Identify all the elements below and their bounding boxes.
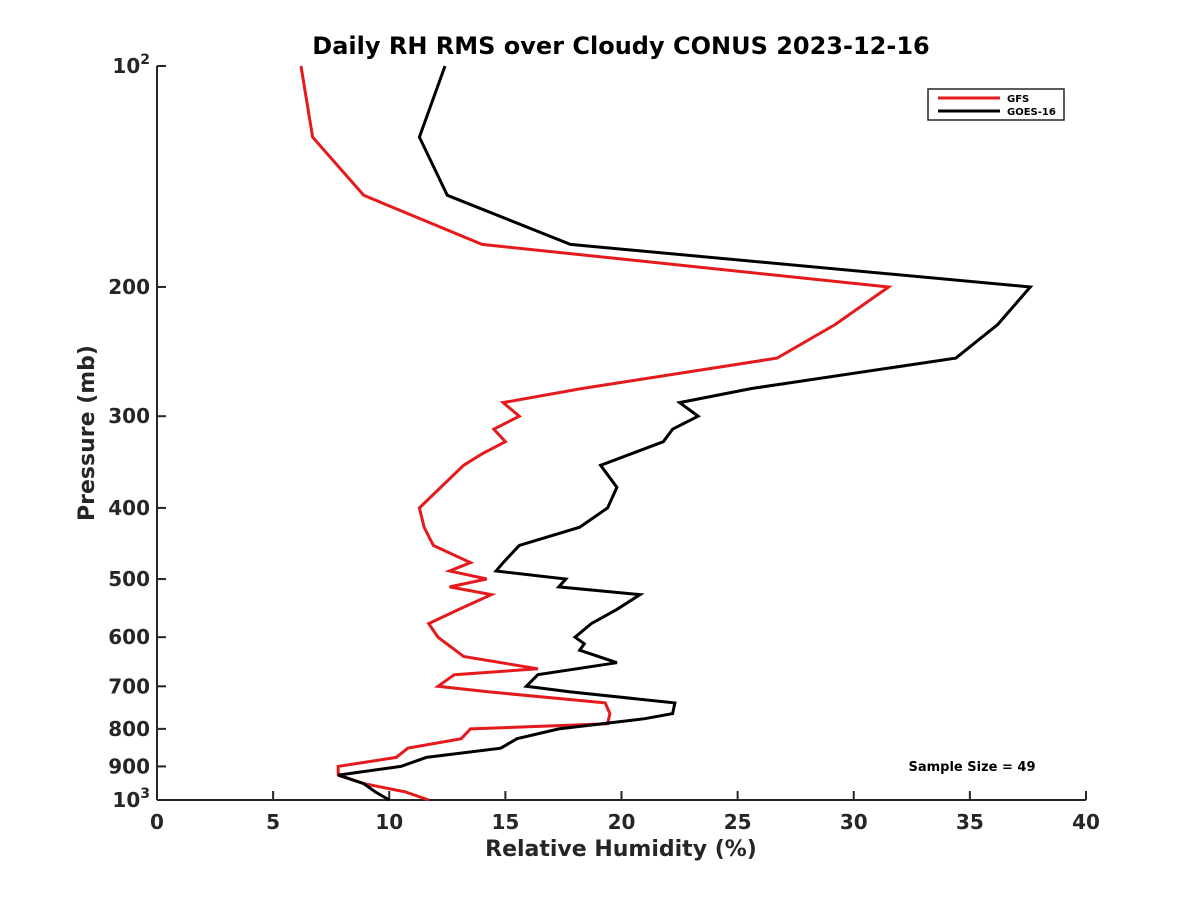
y-axis-label: Pressure (mb) [75, 345, 100, 521]
x-axis-label: Relative Humidity (%) [485, 837, 757, 862]
legend-box [927, 88, 1065, 121]
x-tick-label: 15 [491, 810, 519, 834]
series-line-goes-16 [337, 65, 1034, 802]
y-tick-label: 300 [108, 404, 150, 428]
y-tick-label-base: 10 [112, 54, 140, 78]
legend-entry-label: GOES-16 [1007, 107, 1056, 118]
y-tick-label-base: 300 [108, 404, 150, 428]
x-tick-label: 40 [1072, 810, 1100, 834]
x-tick-label: 25 [724, 810, 752, 834]
axes [156, 66, 1086, 801]
y-tick-label-exponent: 2 [140, 52, 150, 68]
x-tick-label: 0 [150, 810, 164, 834]
legend-entry-label: GFS [1007, 94, 1029, 105]
y-tick-label: 400 [108, 496, 150, 520]
y-tick-label-exponent: 3 [140, 786, 150, 802]
y-tick-label-base: 800 [108, 717, 150, 741]
y-tick-label-base: 10 [112, 788, 140, 812]
chart-title: Daily RH RMS over Cloudy CONUS 2023-12-1… [312, 32, 929, 60]
y-tick-label: 800 [108, 717, 150, 741]
x-tick-label: 35 [956, 810, 984, 834]
y-tick-label: 200 [108, 275, 150, 299]
y-tick-label-base: 200 [108, 275, 150, 299]
y-tick-label-base: 500 [108, 567, 150, 591]
x-axis-ticks: 0 5 10 15 20 25 30 35 40 [150, 791, 1100, 834]
y-tick-label: 500 [108, 567, 150, 591]
y-tick-label: 700 [108, 674, 150, 698]
y-tick-label-base: 600 [108, 625, 150, 649]
y-tick-label-base: 400 [108, 496, 150, 520]
series-group [299, 65, 1034, 802]
y-tick-label-base: 700 [108, 674, 150, 698]
x-tick-label: 10 [375, 810, 403, 834]
y-tick-label: 900 [108, 754, 150, 778]
y-tick-label: 103 [112, 786, 150, 812]
legend: GFS GOES-16 [927, 88, 1065, 121]
y-tick-label: 102 [112, 52, 150, 78]
x-tick-label: 5 [266, 810, 280, 834]
series-line-gfs [299, 65, 893, 802]
sample-size-annotation: Sample Size = 49 [908, 760, 1035, 775]
y-tick-label: 600 [108, 625, 150, 649]
y-tick-label-base: 900 [108, 754, 150, 778]
x-tick-label: 30 [840, 810, 868, 834]
x-tick-label: 20 [608, 810, 636, 834]
